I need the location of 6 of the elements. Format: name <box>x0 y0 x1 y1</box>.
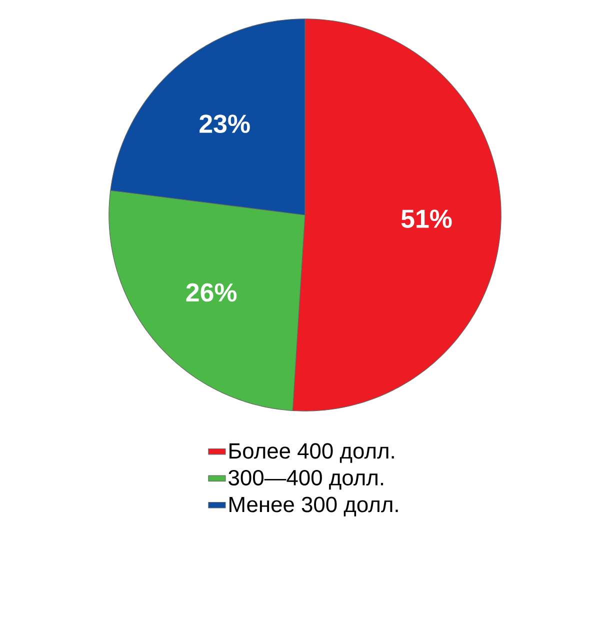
legend-label: Более 400 долл. <box>230 443 394 463</box>
data-label: 23% <box>200 114 250 133</box>
legend-label: Менее 300 долл. <box>230 496 398 516</box>
legend-label: 300—400 долл. <box>228 470 384 490</box>
data-label: 26% <box>186 283 237 302</box>
data-label: 51% <box>401 210 452 228</box>
